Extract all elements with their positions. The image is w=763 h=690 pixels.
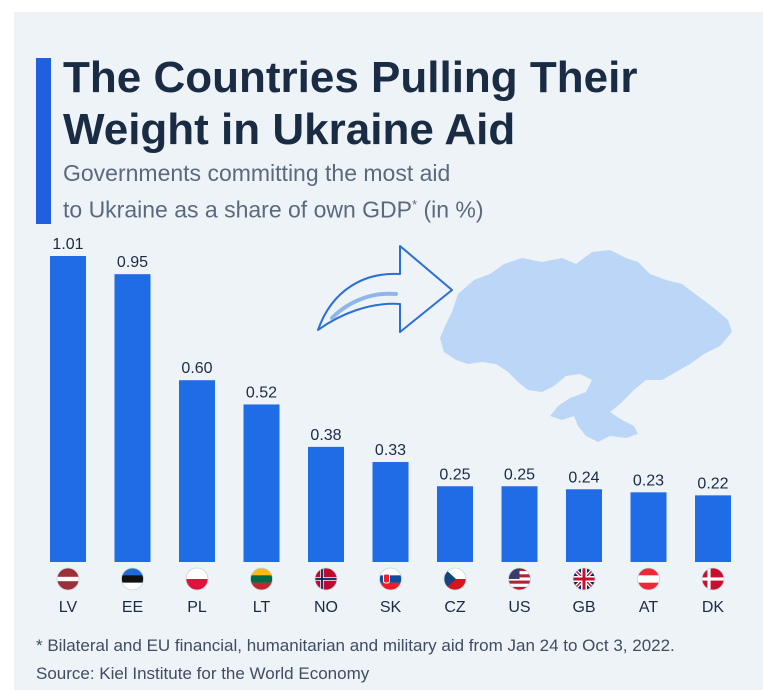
- bar-gb: [566, 489, 602, 562]
- bar-chart: 1.01 0.95 0.60 0.52 0.38 0.33 0.25 0.25 0.24 0.23…: [50, 236, 732, 616]
- value-label-ee: 0.95: [117, 254, 148, 271]
- austria-flag-icon: [637, 568, 660, 590]
- lithuania-flag-icon: [250, 568, 273, 590]
- subtitle-unit: (in %): [417, 196, 484, 223]
- title-line-2: Weight in Ukraine Aid: [63, 105, 516, 154]
- title-line-1: The Countries Pulling Their: [63, 53, 638, 102]
- category-label-gb: GB: [572, 599, 595, 616]
- bar-sk: [372, 462, 409, 562]
- bar-cz: [437, 486, 473, 562]
- bar-ee: [114, 274, 151, 562]
- poland-flag-icon: [186, 568, 208, 590]
- value-label-gb: 0.24: [568, 469, 599, 486]
- category-label-ee: EE: [122, 599, 143, 616]
- accent-bar: [36, 58, 51, 224]
- value-label-lv: 1.01: [52, 236, 83, 253]
- category-label-at: AT: [639, 599, 658, 616]
- chart-card: The Countries Pulling Their Weight in Uk…: [14, 12, 763, 690]
- curved-arrow-icon: [317, 245, 453, 333]
- source-note: Source: Kiel Institute for the World Eco…: [36, 664, 370, 683]
- bar-at: [630, 492, 667, 562]
- value-label-lt: 0.52: [246, 384, 277, 401]
- value-label-no: 0.38: [310, 427, 341, 444]
- bar-no: [308, 446, 344, 562]
- value-label-sk: 0.33: [375, 442, 406, 459]
- subtitle-line-1: Governments committing the most aid: [63, 160, 451, 186]
- bar-lt: [243, 404, 280, 562]
- ukraine-map-icon: [440, 250, 732, 442]
- category-label-pl: PL: [187, 599, 207, 616]
- subtitle-line-2: to Ukraine as a share of own GDP: [63, 196, 412, 223]
- value-label-cz: 0.25: [439, 466, 470, 483]
- value-label-at: 0.23: [633, 472, 664, 489]
- norway-flag-icon: [315, 568, 337, 590]
- czechia-flag-icon: [444, 568, 466, 590]
- chart-subtitle: Governments committing the most aid to U…: [63, 158, 743, 226]
- category-label-us: US: [508, 599, 530, 616]
- bar-lv: [50, 256, 86, 562]
- category-label-cz: CZ: [444, 599, 466, 616]
- slovakia-flag-icon: [379, 568, 402, 590]
- uk-flag-icon: [573, 568, 595, 590]
- value-label-pl: 0.60: [181, 360, 212, 377]
- category-label-lv: LV: [59, 599, 78, 616]
- category-label-sk: SK: [380, 599, 402, 616]
- footnote: * Bilateral and EU financial, humanitari…: [36, 636, 675, 655]
- category-label-dk: DK: [702, 599, 725, 616]
- chart-title: The Countries Pulling Their Weight in Uk…: [63, 52, 743, 156]
- value-label-dk: 0.22: [697, 475, 728, 492]
- subtitle-footnote-marker: *: [412, 197, 418, 212]
- usa-flag-icon: [508, 568, 531, 590]
- bar-pl: [179, 380, 215, 562]
- category-label-lt: LT: [253, 599, 271, 616]
- value-label-us: 0.25: [504, 466, 535, 483]
- denmark-flag-icon: [702, 568, 724, 590]
- category-label-no: NO: [314, 599, 338, 616]
- bar-us: [501, 486, 538, 562]
- latvia-flag-icon: [57, 568, 79, 590]
- bar-dk: [695, 495, 731, 562]
- estonia-flag-icon: [121, 568, 144, 590]
